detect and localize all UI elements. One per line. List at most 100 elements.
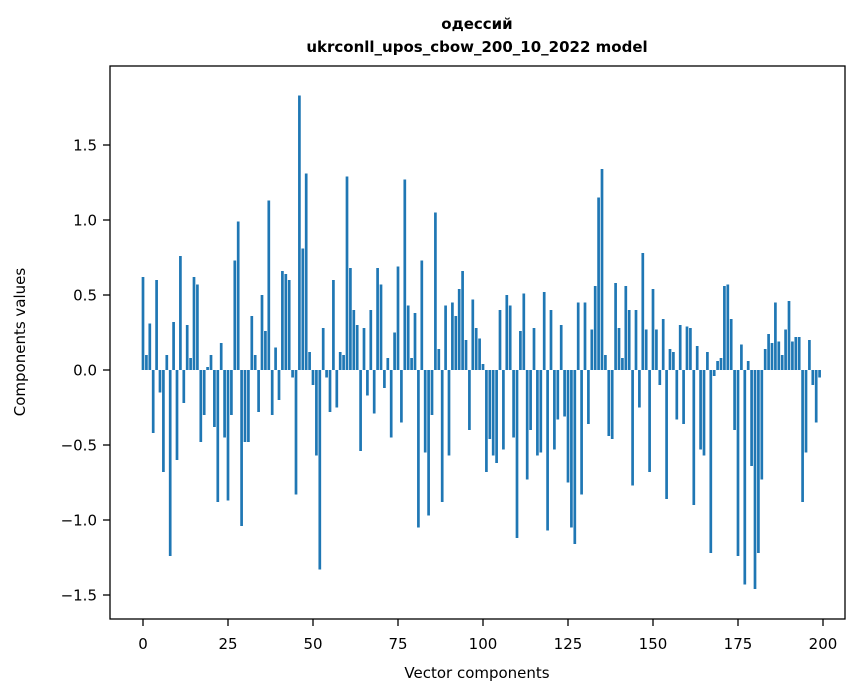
- bar: [716, 361, 719, 370]
- bar: [202, 370, 206, 415]
- x-axis-tick-label: 75: [388, 635, 407, 653]
- bar: [559, 325, 563, 370]
- bar: [525, 370, 529, 480]
- bar: [539, 370, 543, 453]
- bar: [182, 370, 186, 403]
- bar: [791, 341, 794, 370]
- bar: [712, 370, 716, 376]
- bar: [556, 370, 560, 420]
- bar: [304, 173, 308, 370]
- bar: [230, 370, 233, 415]
- bar: [349, 268, 352, 370]
- y-axis-label: Components values: [11, 268, 29, 417]
- bar: [583, 302, 587, 370]
- y-axis-tick-label: 0.5: [73, 287, 97, 305]
- bar: [267, 200, 271, 370]
- bar: [247, 370, 250, 442]
- bar: [546, 370, 549, 531]
- bar: [369, 310, 373, 370]
- bar: [250, 316, 254, 370]
- bar: [209, 355, 213, 370]
- bar: [682, 370, 685, 424]
- bar: [784, 329, 787, 370]
- bar: [430, 370, 434, 415]
- bar: [502, 370, 505, 450]
- bar: [580, 370, 583, 495]
- bar: [451, 302, 454, 370]
- bar: [236, 221, 240, 370]
- bar: [743, 370, 747, 585]
- bar: [519, 331, 522, 370]
- x-axis-label: Vector components: [404, 664, 549, 682]
- bar: [328, 370, 332, 412]
- bar: [610, 370, 614, 439]
- bar: [750, 370, 753, 466]
- bar: [770, 343, 774, 370]
- bar: [301, 248, 305, 370]
- bar: [155, 280, 158, 370]
- bar: [587, 370, 590, 424]
- bar: [196, 284, 199, 370]
- bar: [393, 332, 396, 370]
- bar: [372, 370, 376, 414]
- bar: [464, 340, 468, 370]
- bar: [396, 266, 400, 370]
- bar: [597, 197, 600, 370]
- bar: [801, 370, 804, 502]
- bar: [338, 352, 342, 370]
- bar: [141, 277, 145, 370]
- axes-box: [109, 65, 846, 620]
- bar: [260, 295, 264, 370]
- bar: [461, 271, 464, 370]
- bar: [376, 268, 379, 370]
- bar: [352, 310, 356, 370]
- bar: [634, 310, 638, 370]
- bar: [175, 370, 179, 460]
- bar: [787, 301, 791, 370]
- x-axis-tick-label: 125: [554, 635, 583, 653]
- bar: [474, 328, 478, 370]
- bar: [359, 370, 362, 451]
- y-axis-tick-label: 1.0: [73, 212, 97, 230]
- bar: [763, 349, 767, 370]
- bar: [206, 367, 209, 370]
- bar: [631, 370, 634, 486]
- bar: [270, 370, 274, 415]
- bar: [294, 370, 298, 495]
- bar: [168, 370, 172, 556]
- bar: [651, 289, 655, 370]
- bar: [420, 260, 424, 370]
- x-axis-tick-label: 150: [639, 635, 668, 653]
- bar: [617, 328, 621, 370]
- bar: [345, 176, 349, 370]
- bar: [379, 284, 383, 370]
- bar: [590, 329, 594, 370]
- bar: [709, 370, 713, 553]
- x-axis-tick-label: 100: [469, 635, 498, 653]
- bar: [162, 370, 165, 472]
- bar: [485, 370, 488, 472]
- bar: [767, 334, 770, 370]
- bar: [573, 370, 577, 544]
- chart-title-line1: одессий: [441, 15, 512, 33]
- bar: [291, 370, 294, 378]
- bar: [685, 326, 689, 370]
- bar: [383, 370, 386, 388]
- bar: [600, 169, 604, 370]
- bar: [655, 329, 658, 370]
- bar: [814, 370, 818, 423]
- x-axis-tick-label: 25: [218, 635, 237, 653]
- bar: [566, 370, 570, 483]
- bar: [257, 370, 260, 412]
- bar: [695, 346, 699, 370]
- bar: [481, 364, 485, 370]
- bar: [165, 355, 169, 370]
- bar: [199, 370, 203, 442]
- bar: [277, 370, 281, 400]
- bar: [604, 355, 607, 370]
- bar: [570, 370, 573, 528]
- bar: [661, 319, 665, 370]
- bar: [644, 329, 648, 370]
